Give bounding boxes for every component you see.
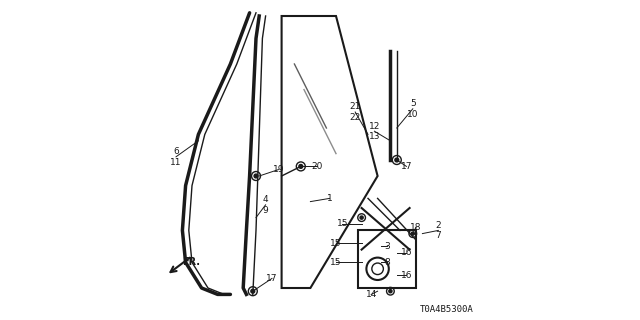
Circle shape <box>388 290 392 293</box>
Text: 3: 3 <box>385 242 390 251</box>
Text: 1: 1 <box>327 194 332 203</box>
Text: 2
7: 2 7 <box>436 221 441 240</box>
Circle shape <box>360 216 364 219</box>
Text: 18: 18 <box>410 223 422 232</box>
Circle shape <box>251 289 255 293</box>
Text: 16: 16 <box>401 271 412 280</box>
Text: 12
13: 12 13 <box>369 122 380 141</box>
Text: 21
22: 21 22 <box>349 102 361 122</box>
Text: 20: 20 <box>311 162 323 171</box>
Text: 6
11: 6 11 <box>170 147 182 166</box>
Circle shape <box>254 174 258 178</box>
Text: FR.: FR. <box>182 257 200 268</box>
Text: 19: 19 <box>273 165 284 174</box>
Text: 15: 15 <box>337 220 348 228</box>
Text: 15: 15 <box>330 239 342 248</box>
Text: 16: 16 <box>401 248 412 257</box>
Text: 8: 8 <box>385 258 390 267</box>
Circle shape <box>395 158 399 162</box>
Circle shape <box>299 164 303 168</box>
Text: 14: 14 <box>365 290 377 299</box>
Text: 5
10: 5 10 <box>407 99 419 118</box>
Text: T0A4B5300A: T0A4B5300A <box>420 305 474 314</box>
Text: 15: 15 <box>330 258 342 267</box>
Circle shape <box>412 232 415 235</box>
Text: 17: 17 <box>266 274 278 283</box>
Text: 4
9: 4 9 <box>263 195 268 214</box>
Text: 17: 17 <box>401 162 412 171</box>
